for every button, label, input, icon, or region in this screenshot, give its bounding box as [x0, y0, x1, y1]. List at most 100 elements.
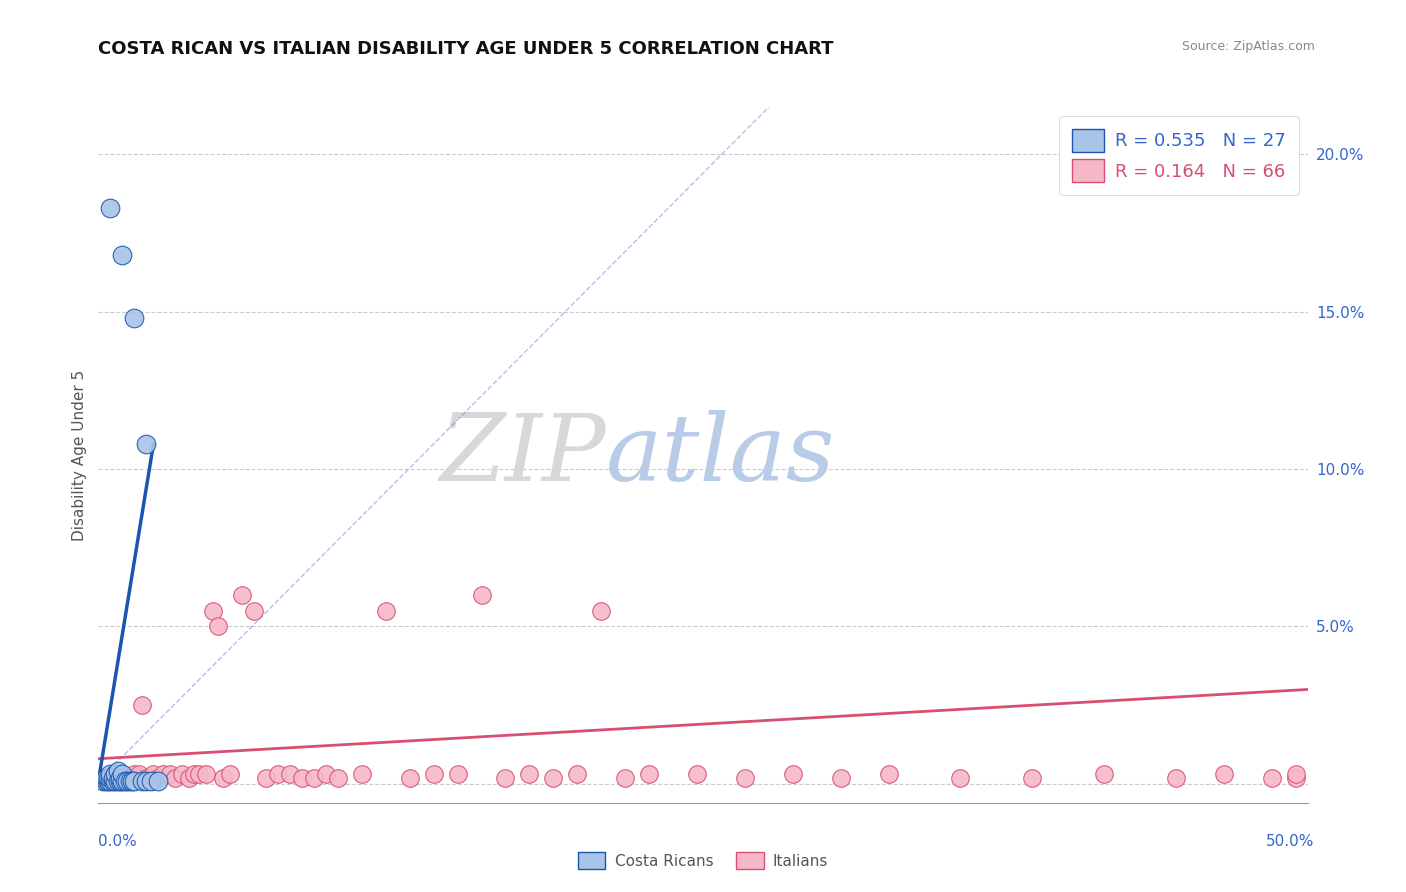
- Point: [495, 771, 517, 785]
- Point: [114, 773, 136, 788]
- Point: [1260, 771, 1282, 785]
- Point: [111, 767, 134, 781]
- Point: [108, 773, 131, 788]
- Point: [1092, 767, 1115, 781]
- Point: [243, 604, 266, 618]
- Point: [734, 771, 756, 785]
- Point: [877, 767, 900, 781]
- Point: [131, 698, 153, 713]
- Point: [115, 773, 138, 788]
- Point: [135, 773, 157, 788]
- Point: [152, 767, 174, 781]
- Point: [614, 771, 637, 785]
- Point: [148, 771, 170, 785]
- Point: [422, 767, 444, 781]
- Point: [446, 767, 468, 781]
- Legend: Costa Ricans, Italians: Costa Ricans, Italians: [572, 846, 834, 875]
- Point: [278, 767, 301, 781]
- Point: [142, 767, 165, 781]
- Point: [591, 604, 613, 618]
- Point: [202, 604, 225, 618]
- Point: [107, 771, 129, 785]
- Point: [179, 771, 201, 785]
- Point: [100, 773, 122, 788]
- Point: [188, 767, 211, 781]
- Point: [267, 767, 290, 781]
- Point: [124, 773, 146, 788]
- Point: [124, 767, 146, 781]
- Point: [118, 773, 141, 788]
- Point: [195, 767, 218, 781]
- Point: [686, 767, 709, 781]
- Point: [183, 767, 205, 781]
- Point: [124, 310, 146, 325]
- Point: [104, 767, 127, 781]
- Point: [125, 771, 148, 785]
- Point: [128, 767, 150, 781]
- Point: [1284, 771, 1306, 785]
- Point: [1164, 771, 1187, 785]
- Point: [121, 773, 143, 788]
- Point: [101, 773, 124, 788]
- Point: [519, 767, 541, 781]
- Point: [398, 771, 420, 785]
- Point: [782, 767, 804, 781]
- Point: [830, 771, 852, 785]
- Point: [97, 773, 120, 788]
- Point: [139, 773, 162, 788]
- Text: Source: ZipAtlas.com: Source: ZipAtlas.com: [1181, 40, 1315, 54]
- Point: [949, 771, 972, 785]
- Point: [94, 773, 117, 788]
- Point: [100, 771, 122, 785]
- Point: [638, 767, 661, 781]
- Point: [172, 767, 194, 781]
- Point: [374, 604, 396, 618]
- Point: [100, 773, 122, 788]
- Point: [470, 588, 492, 602]
- Point: [159, 767, 181, 781]
- Point: [91, 773, 114, 788]
- Point: [326, 771, 349, 785]
- Point: [148, 773, 170, 788]
- Text: 0.0%: 0.0%: [98, 834, 138, 849]
- Point: [254, 771, 277, 785]
- Point: [94, 773, 117, 788]
- Point: [139, 771, 162, 785]
- Point: [115, 771, 138, 785]
- Point: [101, 771, 124, 785]
- Point: [100, 767, 122, 781]
- Point: [567, 767, 589, 781]
- Point: [97, 771, 120, 785]
- Point: [543, 771, 565, 785]
- Point: [100, 201, 122, 215]
- Point: [135, 771, 157, 785]
- Point: [111, 771, 134, 785]
- Y-axis label: Disability Age Under 5: Disability Age Under 5: [72, 369, 87, 541]
- Point: [212, 771, 235, 785]
- Point: [291, 771, 314, 785]
- Point: [1021, 771, 1043, 785]
- Point: [163, 771, 186, 785]
- Point: [101, 771, 124, 785]
- Text: atlas: atlas: [606, 410, 835, 500]
- Point: [94, 771, 117, 785]
- Point: [350, 767, 373, 781]
- Point: [104, 773, 127, 788]
- Point: [231, 588, 253, 602]
- Point: [315, 767, 337, 781]
- Point: [1284, 767, 1306, 781]
- Point: [107, 773, 129, 788]
- Point: [302, 771, 325, 785]
- Point: [207, 619, 229, 633]
- Legend: R = 0.535   N = 27, R = 0.164   N = 66: R = 0.535 N = 27, R = 0.164 N = 66: [1059, 116, 1299, 195]
- Point: [135, 437, 157, 451]
- Point: [1212, 767, 1234, 781]
- Point: [219, 767, 242, 781]
- Point: [107, 764, 129, 779]
- Point: [114, 773, 136, 788]
- Text: ZIP: ZIP: [440, 410, 606, 500]
- Text: COSTA RICAN VS ITALIAN DISABILITY AGE UNDER 5 CORRELATION CHART: COSTA RICAN VS ITALIAN DISABILITY AGE UN…: [98, 40, 834, 58]
- Point: [111, 773, 134, 788]
- Point: [108, 771, 131, 785]
- Point: [111, 248, 134, 262]
